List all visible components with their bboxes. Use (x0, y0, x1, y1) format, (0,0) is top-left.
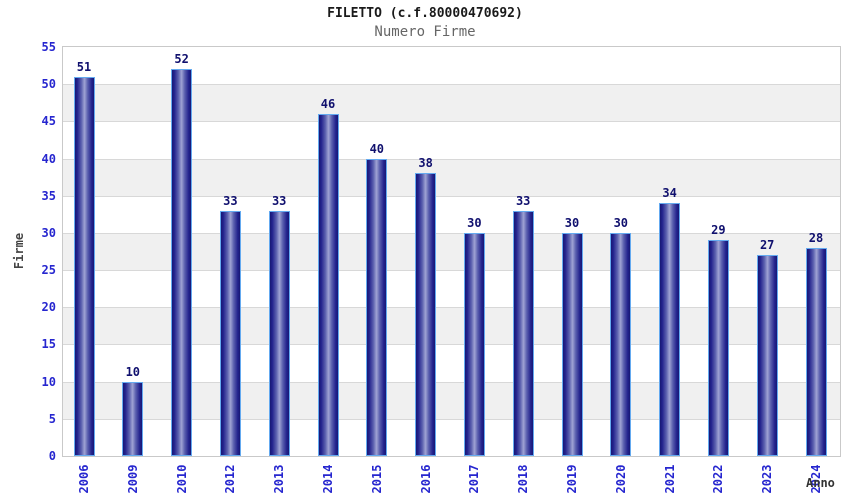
bar (219, 210, 241, 456)
y-tick-label: 30 (41, 225, 56, 240)
gridline (63, 232, 840, 234)
bar-value-label: 51 (76, 59, 92, 74)
bar (756, 255, 778, 456)
x-tick-label: 2015 (369, 464, 384, 494)
bar (707, 240, 729, 456)
y-tick-label: 55 (41, 40, 56, 54)
y-tick-label: 25 (41, 263, 56, 278)
bar-value-label: 40 (369, 141, 385, 156)
y-tick-label: 35 (41, 188, 56, 203)
y-tick-label: 40 (41, 151, 56, 166)
plot-band (63, 158, 840, 196)
bar (512, 210, 534, 456)
bar-value-label: 34 (662, 186, 677, 201)
bar-value-label: 46 (320, 96, 336, 111)
bar-value-label: 33 (271, 193, 287, 208)
gridline (63, 381, 840, 383)
x-tick-label: 2016 (418, 464, 433, 494)
y-tick-label: 50 (41, 77, 56, 92)
x-tick-label: 2013 (272, 464, 287, 494)
gridline (63, 344, 840, 346)
x-tick-label: 2023 (760, 464, 775, 494)
x-tick-label: 2017 (467, 464, 482, 494)
bar-value-label: 38 (418, 156, 433, 171)
gridline (63, 158, 840, 160)
bar (463, 232, 485, 456)
bar-value-label: 10 (125, 364, 141, 379)
bar-value-label: 30 (467, 215, 482, 230)
chart-title: FILETTO (c.f.80000470692) (327, 6, 523, 21)
x-axis-label: Anno (806, 476, 835, 490)
y-tick-label: 0 (48, 449, 56, 463)
x-tick-label: 2014 (321, 464, 335, 494)
bar-value-label: 30 (564, 215, 580, 230)
bar-value-label: 29 (711, 223, 726, 238)
x-tick-label: 2010 (174, 464, 189, 494)
bar (561, 232, 583, 456)
bar-value-label: 52 (174, 52, 189, 67)
y-tick-label: 45 (41, 114, 56, 129)
y-tick-label: 20 (41, 300, 56, 315)
y-tick-label: 15 (41, 337, 56, 352)
gridline (63, 418, 840, 420)
bar (366, 158, 388, 456)
bar (805, 247, 827, 456)
plot-area (62, 46, 841, 457)
gridline (63, 307, 840, 309)
gridline (63, 121, 840, 123)
bar (73, 76, 95, 456)
bar (268, 210, 290, 456)
bar-value-label: 33 (515, 193, 531, 208)
gridline (63, 195, 840, 197)
bar-value-label: 30 (613, 215, 629, 230)
bar-value-label: 28 (808, 230, 824, 245)
chart-subtitle: Numero Firme (374, 24, 476, 40)
x-tick-label: 2022 (711, 464, 726, 494)
x-tick-label: 2020 (613, 464, 628, 494)
bar (317, 113, 339, 456)
bar (171, 69, 193, 456)
plot-band (63, 84, 840, 122)
x-tick-label: 2021 (662, 464, 677, 494)
gridline (63, 84, 840, 86)
bar (610, 232, 632, 456)
x-tick-label: 2018 (516, 464, 531, 494)
gridline (63, 270, 840, 272)
bar (122, 381, 144, 456)
bar (415, 173, 437, 456)
y-tick-label: 5 (48, 411, 56, 426)
y-tick-label: 10 (41, 374, 56, 389)
bar-value-label: 33 (223, 193, 238, 208)
x-tick-label: 2012 (223, 464, 238, 494)
bar-value-label: 27 (759, 238, 775, 253)
x-tick-label: 2019 (565, 464, 579, 494)
x-tick-label: 2006 (77, 464, 91, 494)
bar (659, 203, 681, 456)
x-tick-label: 2009 (125, 464, 140, 494)
